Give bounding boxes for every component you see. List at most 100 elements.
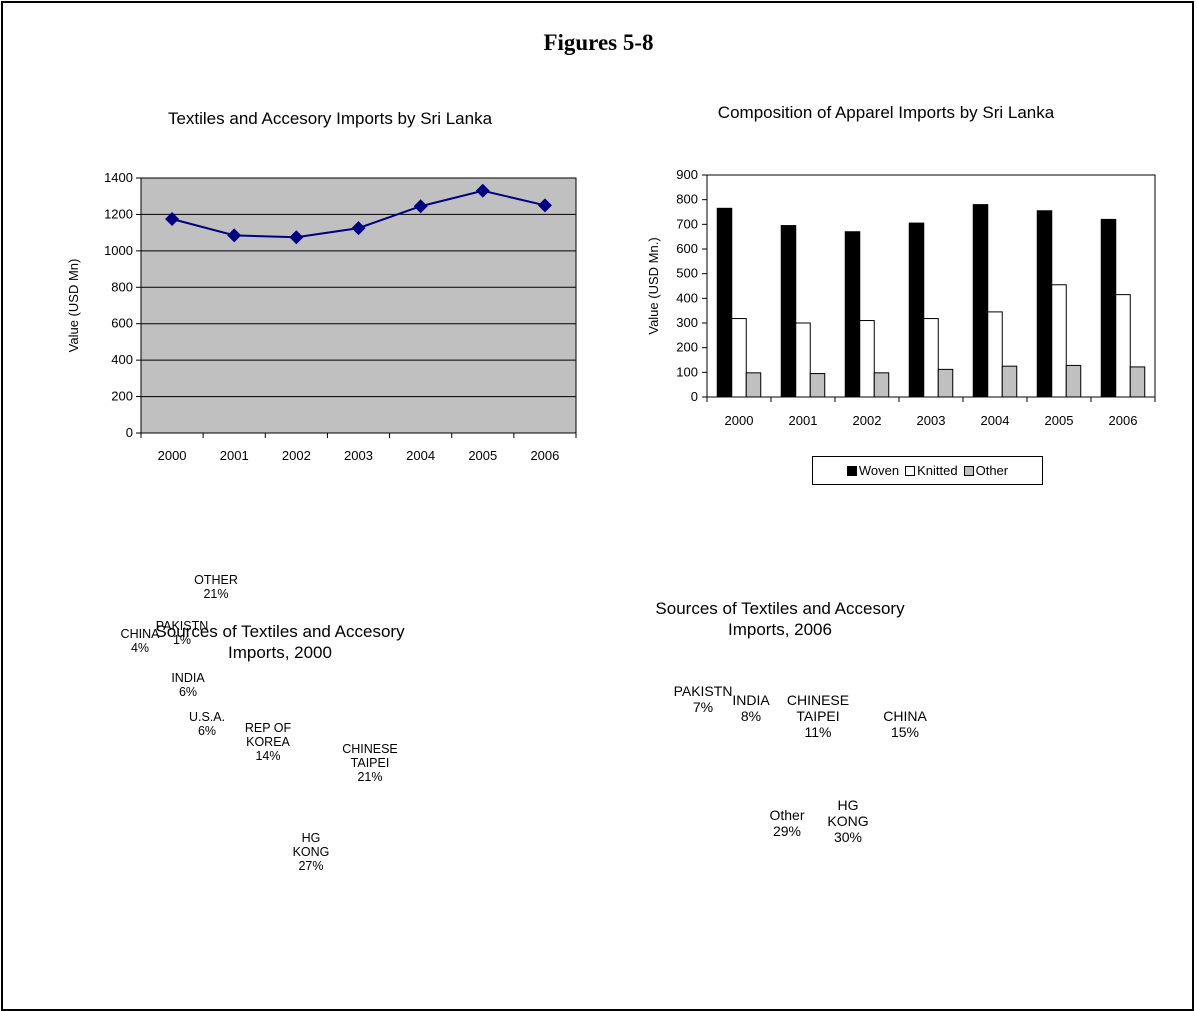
bar-woven	[1100, 218, 1117, 398]
legend-item-other: Other	[963, 463, 1009, 478]
pie-slice-label-line: 21%	[357, 770, 383, 784]
pie-2000-slice-label: REP OF KOREA 14%	[228, 721, 308, 763]
pie-2006-slice-label: Other 29%	[747, 807, 827, 839]
pie-slice-label-line: PAKISTN	[673, 683, 733, 699]
pie-2000-slice-label: PAKISTN 1%	[142, 619, 222, 647]
pie-slice-label-line: TAIPEI	[350, 756, 390, 770]
bar-knitted	[795, 322, 811, 398]
bar-y-tick-label: 700	[676, 216, 698, 231]
legend-item-knitted: Knitted	[905, 463, 958, 478]
pie-slice-label-line: U.S.A.	[188, 710, 226, 724]
line-x-tick-label: 2003	[344, 448, 373, 463]
pie-2000-title: Sources of Textiles and Accesory Imports…	[80, 621, 480, 663]
legend-swatch-other	[963, 465, 974, 476]
pie-slice-label-line: 7%	[692, 699, 714, 715]
pie-slice-label-line: INDIA	[171, 671, 205, 685]
bar-knitted	[859, 320, 875, 398]
legend-label-woven: Woven	[858, 463, 900, 478]
bar-woven	[908, 222, 925, 398]
pie-2006-slice-label: CHINESE TAIPEI 11%	[778, 692, 858, 740]
bar-x-tick-label: 2002	[853, 413, 882, 428]
pie-2006-slice-label: INDIA 8%	[711, 692, 791, 724]
pie-2000-slice-label: CHINA 4%	[100, 627, 180, 655]
bar-y-tick-label: 400	[676, 290, 698, 305]
pie-2006-slice-label: HG KONG 30%	[808, 797, 888, 845]
pie-slice-label-line: 30%	[833, 829, 863, 845]
pie-slice-label-line: 6%	[197, 724, 217, 738]
line-y-tick-label: 1000	[104, 243, 133, 258]
pie-slice-label-line: 14%	[255, 749, 281, 763]
line-chart-title: Textiles and Accesory Imports by Sri Lan…	[167, 109, 493, 128]
pie-slice-label-line: REP OF	[244, 721, 292, 735]
line-point	[227, 228, 242, 243]
page-title: Figures 5-8	[543, 30, 654, 55]
bar-chart-legend: Woven Knitted Other	[812, 456, 1043, 485]
pie-2000-title-line-2: Imports, 2000	[228, 643, 332, 662]
pie-slice-label-line: 1%	[172, 633, 192, 647]
pie-slice-label-line: 6%	[178, 685, 198, 699]
line-x-tick-label: 2006	[530, 448, 559, 463]
pie-slice-label-line: 29%	[772, 823, 802, 839]
pie-2006-title-line-2: Imports, 2006	[728, 620, 832, 639]
legend-item-woven: Woven	[846, 463, 900, 478]
bar-y-tick-label: 300	[676, 315, 698, 330]
line-y-tick-label: 800	[111, 279, 133, 294]
bar-knitted	[987, 311, 1003, 398]
bar-knitted	[923, 318, 939, 398]
pie-slice-label-line: INDIA	[732, 692, 770, 708]
bar-y-tick-label: 600	[676, 241, 698, 256]
line-point	[475, 183, 490, 198]
bar-y-tick-label: 800	[676, 192, 698, 207]
bar-other	[873, 372, 890, 398]
line-point	[289, 230, 304, 245]
bar-y-tick-label: 500	[676, 266, 698, 281]
pie-2000-slice-label: INDIA 6%	[148, 671, 228, 699]
pie-slice-label-line: KOREA	[246, 735, 290, 749]
legend-swatch-knitted	[905, 465, 916, 476]
pie-slice-label-line: CHINA	[883, 708, 927, 724]
line-y-axis-label: Value (USD Mn)	[66, 259, 81, 353]
pie-slice-label-line: 21%	[203, 587, 229, 601]
pie-slice-label-line: HG	[837, 797, 859, 813]
bar-y-tick-label: 0	[691, 389, 698, 404]
bar-y-tick-label: 900	[676, 167, 698, 182]
line-point	[413, 199, 428, 214]
line-y-tick-label: 1400	[104, 170, 133, 185]
bar-x-tick-label: 2005	[1045, 413, 1074, 428]
bar-chart-title: Composition of Apparel Imports by Sri La…	[717, 103, 1055, 122]
legend-label-other: Other	[975, 463, 1009, 478]
pie-2000-slice-label: HG KONG 27%	[271, 831, 351, 873]
bar-other	[937, 368, 954, 398]
line-y-tick-label: 0	[126, 425, 133, 440]
bar-x-tick-label: 2001	[789, 413, 818, 428]
line-y-tick-label: 200	[111, 389, 133, 404]
pie-slice-label-line: HG	[301, 831, 321, 845]
pie-2006-title-line-1: Sources of Textiles and Accesory	[655, 599, 905, 618]
pie-slice-label-line: KONG	[827, 813, 869, 829]
line-x-tick-label: 2004	[406, 448, 435, 463]
pie-slice-label-line: 8%	[740, 708, 762, 724]
bar-woven	[716, 207, 733, 398]
bar-x-tick-label: 2006	[1109, 413, 1138, 428]
bar-other	[745, 372, 762, 398]
pie-slice-label-line: CHINA	[120, 627, 160, 641]
line-y-tick-label: 600	[111, 316, 133, 331]
pie-slice-label-line: Other	[769, 807, 805, 823]
line-x-tick-label: 2002	[282, 448, 311, 463]
pie-slice-label-line: 27%	[298, 859, 324, 873]
bar-woven	[780, 225, 797, 398]
line-point	[537, 198, 552, 213]
bar-knitted	[1051, 284, 1067, 398]
legend-swatch-woven	[846, 465, 857, 476]
pie-2000-slice-label: CHINESE TAIPEI 21%	[330, 742, 410, 784]
pie-2000-title-line-1: Sources of Textiles and Accesory	[155, 622, 405, 641]
line-y-tick-label: 1200	[104, 206, 133, 221]
bar-knitted	[1115, 294, 1131, 398]
bar-woven	[1036, 210, 1053, 398]
pie-2006-title: Sources of Textiles and Accesory Imports…	[580, 598, 980, 640]
pie-2006-slice-label: PAKISTN 7%	[663, 683, 743, 715]
pie-2000-slice-label: OTHER 21%	[176, 573, 256, 601]
bar-y-tick-label: 100	[676, 364, 698, 379]
line-x-tick-label: 2000	[158, 448, 187, 463]
